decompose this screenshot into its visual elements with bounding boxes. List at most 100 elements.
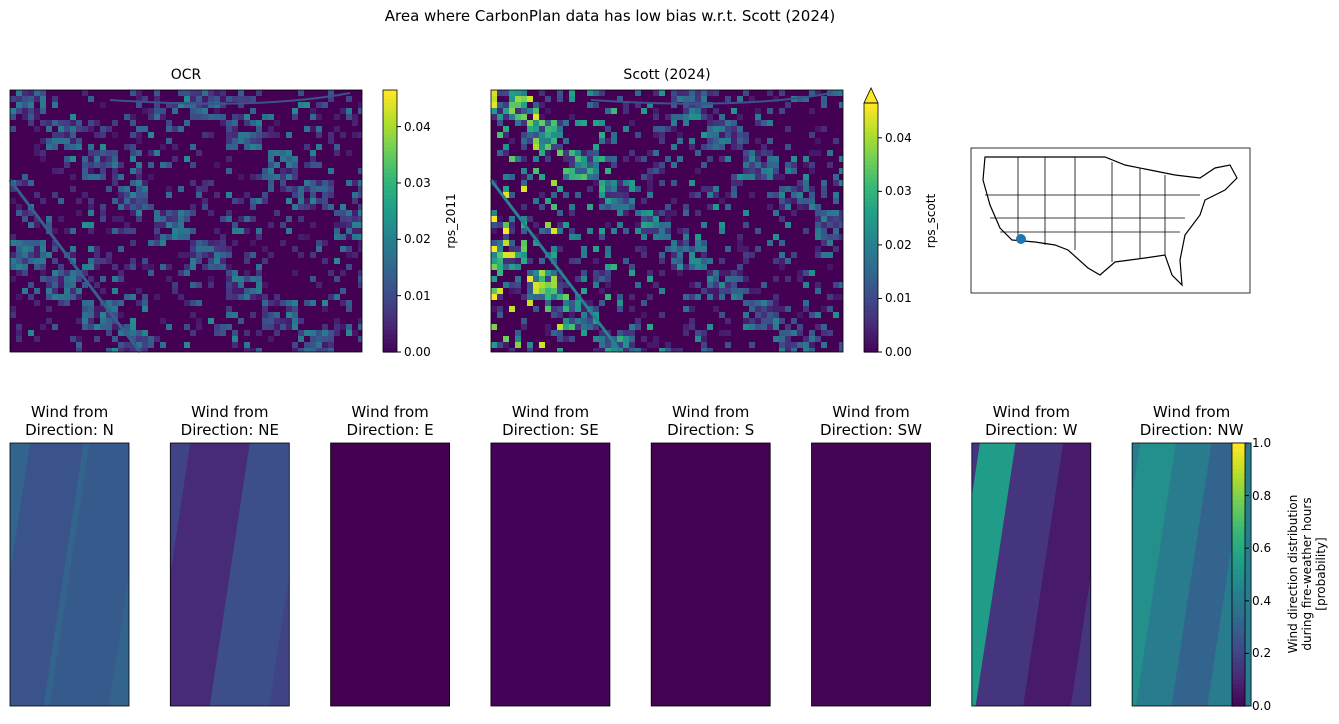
raster-cell	[190, 240, 196, 246]
raster-cell	[304, 162, 310, 168]
raster-cell	[256, 174, 262, 180]
raster-cell	[605, 276, 611, 282]
raster-cell	[689, 192, 695, 198]
raster-cell	[292, 318, 298, 324]
raster-cell	[557, 150, 563, 156]
raster-cell	[761, 150, 767, 156]
wind-raster	[1132, 443, 1252, 706]
raster-cell	[310, 330, 316, 336]
raster-cell	[226, 276, 232, 282]
raster-cell	[611, 138, 617, 144]
raster-cell	[10, 96, 16, 102]
wind-band	[1132, 443, 1176, 706]
raster-cell	[286, 162, 292, 168]
raster-cell	[569, 336, 575, 342]
raster-cell	[196, 282, 202, 288]
raster-cell	[599, 156, 605, 162]
raster-cell	[52, 192, 58, 198]
raster-cell	[106, 300, 112, 306]
raster-cell	[214, 228, 220, 234]
raster-cell	[340, 270, 346, 276]
raster-cell	[539, 138, 545, 144]
raster-cell	[635, 228, 641, 234]
raster-cell	[184, 216, 190, 222]
raster-cell	[322, 204, 328, 210]
raster-cell	[743, 324, 749, 330]
raster-cell	[46, 120, 52, 126]
raster-cell	[515, 156, 521, 162]
raster-cell	[100, 210, 106, 216]
raster-cell	[497, 288, 503, 294]
raster-cell	[569, 258, 575, 264]
raster-cell	[689, 246, 695, 252]
raster-cell	[569, 228, 575, 234]
raster-cell	[611, 132, 617, 138]
raster-cell	[659, 228, 665, 234]
raster-cell	[587, 312, 593, 318]
raster-cell	[545, 144, 551, 150]
colorbar-step	[1232, 631, 1245, 637]
raster-cell	[599, 180, 605, 186]
raster-cell	[659, 162, 665, 168]
raster-cell	[100, 174, 106, 180]
raster-cell	[310, 186, 316, 192]
raster-cell	[713, 108, 719, 114]
raster-cell	[220, 246, 226, 252]
raster-cell	[815, 246, 821, 252]
raster-cell	[767, 90, 773, 96]
raster-cell	[545, 138, 551, 144]
raster-cell	[316, 348, 322, 352]
raster-cell	[322, 240, 328, 246]
raster-cell	[545, 294, 551, 300]
raster-cell	[262, 294, 268, 300]
raster-cell	[767, 162, 773, 168]
raster-cell	[563, 222, 569, 228]
raster-cell	[605, 264, 611, 270]
raster-cell	[142, 126, 148, 132]
raster-cell	[358, 210, 362, 216]
raster-cell	[665, 234, 671, 240]
raster-cell	[202, 186, 208, 192]
raster-cell	[88, 162, 94, 168]
raster-cell	[551, 282, 557, 288]
raster-cell	[497, 90, 503, 96]
raster-cell	[328, 342, 334, 348]
raster-cell	[767, 138, 773, 144]
raster-cell	[160, 234, 166, 240]
raster-cell	[304, 300, 310, 306]
raster-cell	[256, 288, 262, 294]
raster-cell	[232, 138, 238, 144]
raster-cell	[100, 150, 106, 156]
raster-cell	[611, 348, 617, 352]
raster-cell	[208, 264, 214, 270]
raster-cell	[785, 126, 791, 132]
raster-cell	[629, 150, 635, 156]
raster-cell	[809, 342, 815, 348]
raster-cell	[569, 312, 575, 318]
raster-cell	[701, 132, 707, 138]
raster-cell	[515, 330, 521, 336]
raster-cell	[629, 330, 635, 336]
raster-cell	[665, 114, 671, 120]
raster-cell	[358, 240, 362, 246]
colorbar-step	[1232, 684, 1245, 690]
raster-cell	[653, 216, 659, 222]
raster-cell	[16, 330, 22, 336]
raster-cell	[178, 294, 184, 300]
raster-cell	[262, 318, 268, 324]
raster-cell	[292, 312, 298, 318]
colorbar-step	[1232, 447, 1245, 453]
raster-cell	[280, 300, 286, 306]
raster-cell	[701, 114, 707, 120]
raster-cell	[208, 258, 214, 264]
raster-cell	[94, 156, 100, 162]
raster-cell	[52, 228, 58, 234]
raster-cell	[208, 276, 214, 282]
raster-cell	[839, 156, 843, 162]
raster-cell	[40, 138, 46, 144]
raster-cell	[238, 102, 244, 108]
raster-cell	[659, 132, 665, 138]
colorbar-step	[1232, 688, 1245, 694]
raster-cell	[256, 198, 262, 204]
raster-cell	[557, 90, 563, 96]
